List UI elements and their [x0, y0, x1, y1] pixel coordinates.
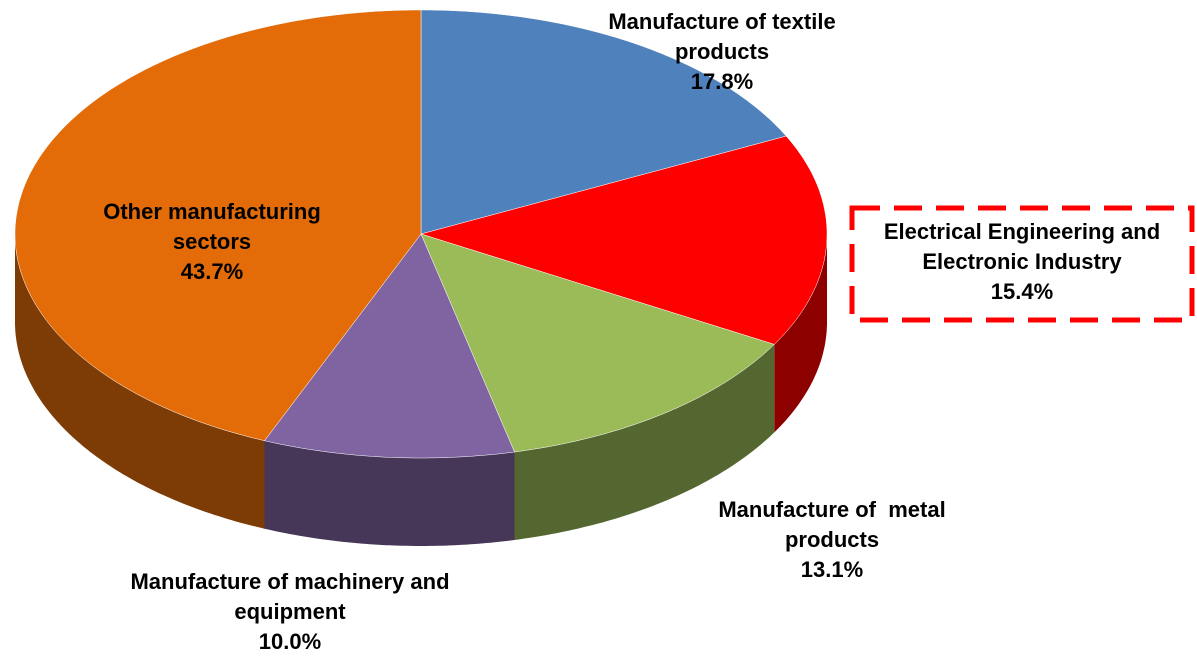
slice-label: Other manufacturing sectors 43.7% — [82, 197, 342, 287]
slice — [420, 9, 787, 235]
category-label: Manufacture of metal products — [718, 497, 952, 552]
slice — [264, 233, 515, 459]
value-label: 43.7% — [180, 259, 244, 284]
slice-side — [774, 234, 827, 433]
value-label: 17.8% — [690, 69, 754, 94]
slice-side — [15, 234, 265, 529]
value-label: 13.1% — [800, 557, 864, 582]
slice-side — [514, 344, 775, 540]
value-label: 15.4% — [990, 279, 1054, 304]
category-label: Other manufacturing sectors — [103, 199, 327, 254]
highlight-box — [849, 205, 1195, 323]
slice-label: Manufacture of machinery and equipment 10… — [125, 567, 455, 657]
slice-label: Electrical Engineering and Electronic In… — [857, 217, 1187, 307]
slice-side — [264, 440, 515, 546]
slice-label: Manufacture of metal products 13.1% — [682, 495, 982, 585]
slice — [14, 9, 422, 441]
value-label: 10.0% — [258, 629, 322, 654]
slice-label: Manufacture of textile products 17.8% — [572, 7, 872, 97]
category-label: Electrical Engineering and Electronic In… — [883, 219, 1167, 274]
slice — [420, 135, 828, 345]
category-label: Manufacture of machinery and equipment — [130, 569, 456, 624]
slice — [420, 233, 775, 453]
category-label: Manufacture of textile products — [608, 9, 842, 64]
